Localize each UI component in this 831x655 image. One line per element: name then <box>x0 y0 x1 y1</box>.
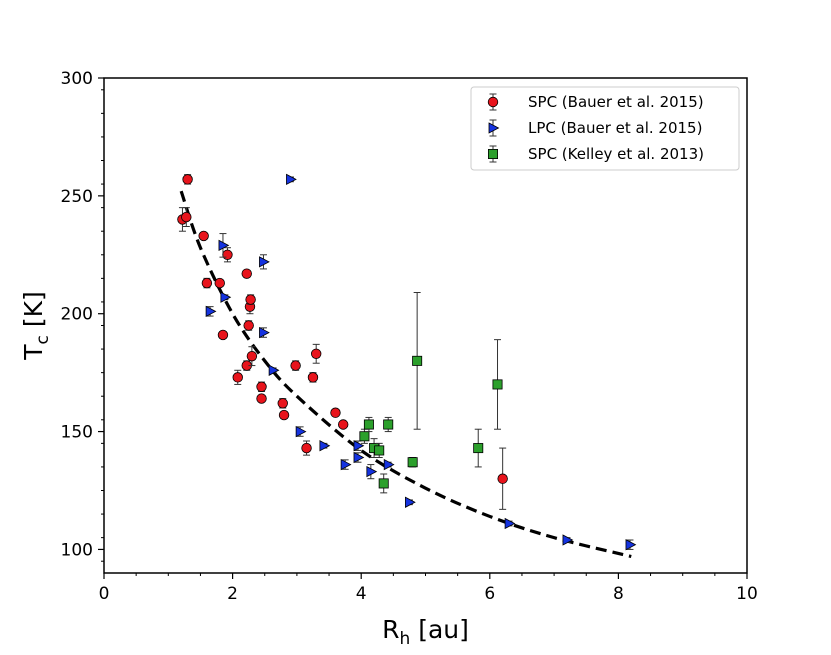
y-tick-label: 100 <box>61 540 93 560</box>
legend: SPC (Bauer et al. 2015) LPC (Bauer et al.… <box>470 86 740 171</box>
legend-label: SPC (Kelley et al. 2013) <box>528 145 704 163</box>
data-point <box>307 372 319 383</box>
series-2 <box>359 292 503 494</box>
legend-label: SPC (Bauer et al. 2015) <box>528 93 704 111</box>
data-point <box>198 230 209 242</box>
legend-box <box>470 86 740 171</box>
data-point <box>625 539 637 551</box>
series-0 <box>177 174 508 510</box>
x-tick-label: 4 <box>356 584 367 604</box>
data-point <box>383 419 394 430</box>
data-point <box>310 348 322 359</box>
legend-marker <box>487 148 498 159</box>
data-point <box>337 419 349 430</box>
data-point <box>504 517 516 530</box>
data-points-layer <box>177 173 637 551</box>
data-point <box>217 329 229 341</box>
legend-marker <box>488 122 500 134</box>
data-point <box>473 443 484 454</box>
data-point <box>353 451 365 464</box>
data-point <box>205 305 217 318</box>
data-point <box>405 496 416 508</box>
data-point <box>232 372 243 383</box>
x-tick-label: 0 <box>99 584 110 604</box>
x-tick-label: 8 <box>613 584 624 604</box>
x-axis-label: Rh [au] <box>382 615 469 649</box>
axis-ticks: 0 2 4 6 8 10 100 150 200 250 300 <box>61 69 758 604</box>
data-point <box>383 458 395 471</box>
data-point <box>277 398 288 409</box>
data-point <box>374 445 385 456</box>
legend-label: LPC (Bauer et al. 2015) <box>528 119 702 137</box>
data-point <box>245 294 256 305</box>
data-point <box>301 442 312 454</box>
data-point <box>268 364 280 376</box>
data-point <box>319 440 331 452</box>
data-point <box>330 407 341 418</box>
data-point <box>220 291 232 303</box>
data-point <box>290 360 301 371</box>
data-point <box>286 173 297 186</box>
data-point <box>295 425 307 438</box>
data-point <box>218 239 230 252</box>
y-tick-label: 150 <box>61 423 93 443</box>
data-point <box>353 440 365 452</box>
data-point <box>182 174 193 185</box>
data-point <box>259 326 270 339</box>
data-point <box>407 457 418 468</box>
data-point <box>259 256 270 268</box>
x-tick-label: 6 <box>484 584 495 604</box>
y-axis-label: Tc [K] <box>19 291 53 361</box>
data-point <box>243 320 254 331</box>
x-tick-label: 2 <box>227 584 238 604</box>
y-tick-label: 300 <box>61 69 93 89</box>
data-point <box>201 277 213 289</box>
data-point <box>497 473 508 484</box>
series-1 <box>205 173 637 551</box>
legend-marker <box>487 96 499 108</box>
data-point <box>562 534 574 546</box>
data-point <box>256 381 267 392</box>
data-point <box>366 465 378 478</box>
data-point <box>241 268 252 279</box>
data-point <box>246 350 258 362</box>
data-point <box>340 458 352 471</box>
data-point <box>222 249 233 260</box>
data-point <box>412 355 423 366</box>
data-point <box>492 379 503 390</box>
x-tick-label: 10 <box>736 584 758 604</box>
data-point <box>378 478 389 489</box>
data-point <box>278 409 290 421</box>
data-point <box>181 211 192 223</box>
data-point <box>214 277 225 289</box>
data-point <box>359 431 370 442</box>
y-tick-label: 250 <box>61 187 93 207</box>
data-point <box>363 419 374 430</box>
y-tick-label: 200 <box>61 305 93 325</box>
data-point <box>256 393 267 404</box>
